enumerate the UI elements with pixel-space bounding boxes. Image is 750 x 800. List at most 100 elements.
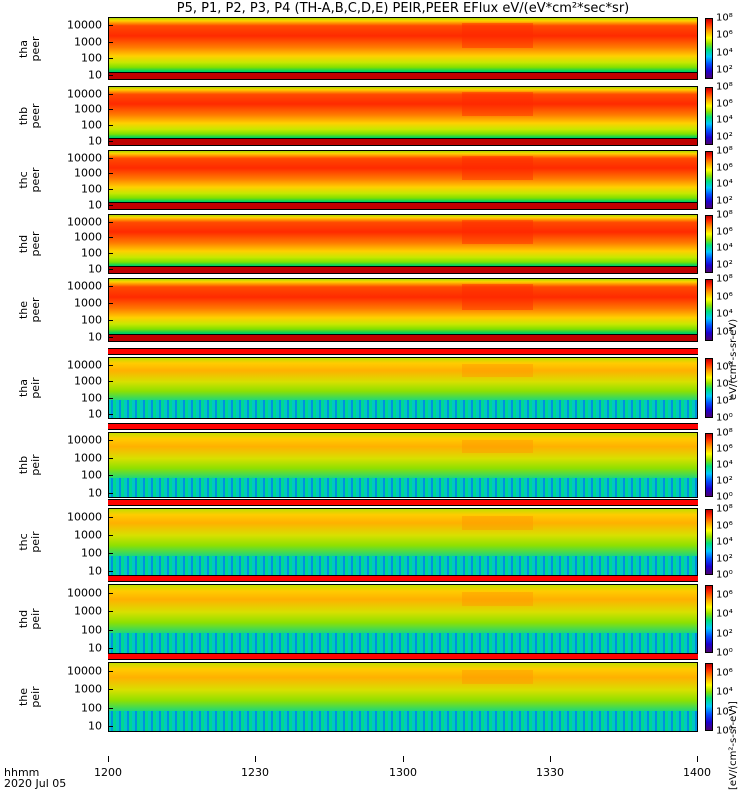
y-tick-mark xyxy=(108,237,113,238)
x-tick-label: 1330 xyxy=(536,766,564,779)
y-tick-label: 100 xyxy=(81,313,102,327)
y-tick-label: 10 xyxy=(88,719,102,733)
flux-enhancement xyxy=(462,364,533,377)
flux-enhancement xyxy=(462,156,533,180)
colorbar xyxy=(705,18,713,79)
y-tick-label: 10000 xyxy=(67,151,102,165)
y-tick-mark xyxy=(108,58,113,59)
y-tick-label: 10000 xyxy=(67,279,102,293)
y-tick-label: 1000 xyxy=(74,451,102,465)
x-axis-label-format: hhmm xyxy=(4,766,40,779)
panel-y-label-line: peir xyxy=(29,377,42,399)
y-tick-mark xyxy=(108,205,113,206)
y-tick-label: 1000 xyxy=(74,374,102,388)
panel-y-label: tha peir xyxy=(17,368,42,408)
colorbar xyxy=(705,215,713,273)
y-tick-mark xyxy=(108,141,113,142)
colorbar-tick-label: 10² xyxy=(716,195,733,207)
y-tick-mark xyxy=(108,571,113,572)
colorbar-tick-label: 10⁰ xyxy=(716,569,733,581)
y-tick-mark xyxy=(108,553,113,554)
y-tick-mark xyxy=(108,458,113,459)
colorbar-tick-label: 10⁶ xyxy=(716,589,733,601)
flux-enhancement xyxy=(462,516,533,530)
x-tick-mark xyxy=(697,756,698,762)
y-tick-label: 10000 xyxy=(67,664,102,678)
panel-y-label: thd peir xyxy=(17,599,42,639)
colorbar-tick-label: 10⁶ xyxy=(716,162,733,174)
low-energy-band xyxy=(108,266,698,274)
colorbar-tick-label: 10² xyxy=(716,259,733,271)
spectrogram-image xyxy=(108,86,698,146)
y-tick-mark xyxy=(108,648,113,649)
y-tick-label: 10000 xyxy=(67,586,102,600)
y-tick-label: 10 xyxy=(88,407,102,421)
colorbar-tick-label: 10⁸ xyxy=(716,209,733,221)
x-tick-mark xyxy=(403,756,404,762)
y-tick-mark xyxy=(108,269,113,270)
colorbar-tick-label: 10⁴ xyxy=(716,47,733,59)
colorbar-tick-label: 10⁸ xyxy=(716,81,733,93)
y-tick-mark xyxy=(108,726,113,727)
panel-y-label: thb peir xyxy=(17,445,42,485)
colorbar-tick-label: 10⁶ xyxy=(716,520,733,531)
y-tick-mark xyxy=(108,75,113,76)
x-tick-label: 1200 xyxy=(94,766,122,779)
colorbar-tick-label: 10⁶ xyxy=(716,443,733,455)
y-tick-label: 10000 xyxy=(67,87,102,101)
y-tick-mark xyxy=(108,42,113,43)
y-tick-label: 10000 xyxy=(67,358,102,372)
colorbar-tick-label: 10⁶ xyxy=(716,361,733,373)
y-tick-mark xyxy=(108,689,113,690)
colorbar xyxy=(705,433,713,497)
low-energy-noise xyxy=(108,555,698,576)
y-tick-label: 10000 xyxy=(67,510,102,524)
y-tick-label: 10000 xyxy=(67,215,102,229)
y-tick-label: 10 xyxy=(88,641,102,655)
y-tick-mark xyxy=(108,158,113,159)
low-energy-noise xyxy=(108,711,698,732)
y-tick-mark xyxy=(108,440,113,441)
spectrogram-panel: tha peir 10000 1000 100 10 xyxy=(17,348,698,421)
flux-enhancement xyxy=(462,284,533,310)
flux-enhancement xyxy=(462,23,533,49)
colorbar xyxy=(705,151,713,209)
spectrogram-image xyxy=(108,214,698,274)
panel-y-label-line: peer xyxy=(29,231,42,257)
colorbar-tick-label: 10⁴ xyxy=(716,114,733,126)
colorbar-tick-label: 10⁰ xyxy=(716,647,733,659)
y-tick-mark xyxy=(108,475,113,476)
y-tick-mark xyxy=(108,381,113,382)
y-tick-label: 100 xyxy=(81,546,102,560)
y-tick-mark xyxy=(108,320,113,321)
colorbar-tick-label: 10⁴ xyxy=(716,536,733,548)
panel-y-label: thb peer xyxy=(17,96,42,136)
spectrogram-panel: thc peir 10000 1000 100 10 xyxy=(17,499,698,578)
y-tick-label: 10 xyxy=(88,198,102,212)
flux-enhancement xyxy=(462,92,533,116)
y-tick-mark xyxy=(108,630,113,631)
spectrogram-image xyxy=(108,17,698,80)
low-energy-band xyxy=(108,72,698,80)
sheet-stripe xyxy=(108,348,698,355)
colorbar-tick-label: 10⁴ xyxy=(716,378,733,390)
colorbar xyxy=(705,509,713,575)
spectrogram-panel: the peir 10000 1000 100 10 xyxy=(17,653,698,733)
colorbar-tick-label: 10⁸ xyxy=(716,145,733,157)
low-energy-band xyxy=(108,202,698,210)
colorbar-tick-label: 10⁰ xyxy=(716,725,733,737)
y-tick-mark xyxy=(108,173,113,174)
sheet-stripe xyxy=(108,423,698,430)
spectrogram-panel: thd peer 10000 1000 100 10 xyxy=(17,214,698,276)
y-tick-label: 100 xyxy=(81,118,102,132)
x-axis-label-date: 2020 Jul 05 xyxy=(4,777,67,790)
colorbar-tick-label: 10⁰ xyxy=(716,491,733,503)
sheet-stripe xyxy=(108,653,698,660)
y-tick-mark xyxy=(108,303,113,304)
y-tick-mark xyxy=(108,94,113,95)
panel-y-label: tha peer xyxy=(17,29,42,69)
spectrogram-panel: thd peir 10000 1000 100 10 xyxy=(17,575,698,655)
sheet-stripe xyxy=(108,499,698,506)
x-tick-label: 1300 xyxy=(389,766,417,779)
